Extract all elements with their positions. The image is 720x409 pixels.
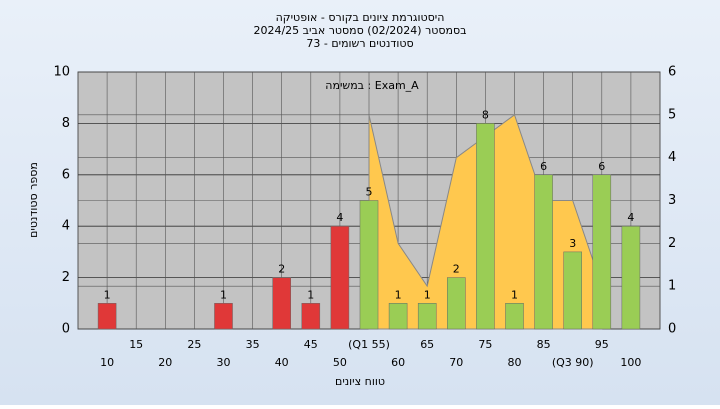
bar [476, 123, 495, 330]
x-tick-label: 95 [595, 338, 609, 351]
value-label: 2 [453, 263, 460, 276]
value-label: 4 [336, 211, 343, 224]
x-tick-label: 65 [420, 338, 434, 351]
x-tick-label: 100 [620, 356, 641, 369]
bar [621, 225, 641, 330]
bar [447, 277, 466, 330]
y2-tick-label: 0 [668, 322, 676, 337]
value-label: 3 [569, 237, 576, 250]
x-axis-label: טווח ציונים [335, 375, 385, 388]
subtitle: בסמסטר (02/2024) סמסטר אביב 2024/25 [253, 24, 466, 37]
x-tick-label: 50 [333, 356, 347, 369]
x-tick-label: 60 [391, 356, 405, 369]
x-tick-label: (Q3 90) [552, 356, 594, 369]
y2-tick-label: 1 [668, 279, 676, 294]
x-tick-label: 70 [449, 356, 463, 369]
x-tick-label: 10 [100, 356, 114, 369]
x-tick-label: 80 [508, 356, 522, 369]
bar [534, 174, 553, 330]
bar [563, 251, 582, 330]
bar [417, 303, 437, 330]
chart-title: היסטוגרמת ציונים בקורס - אופטיקה [276, 11, 445, 24]
value-label: 4 [627, 211, 634, 224]
annotation: במשימה : Exam_A [325, 79, 419, 92]
value-label: 2 [278, 263, 285, 276]
bar [214, 303, 233, 330]
value-label: 1 [307, 288, 314, 301]
x-tick-label: (Q1 55) [348, 338, 390, 351]
value-label: 1 [104, 288, 111, 301]
value-label: 6 [540, 160, 547, 173]
y2-tick-label: 3 [668, 193, 676, 208]
x-tick-label: 25 [187, 338, 201, 351]
y2-tick-label: 4 [668, 150, 676, 165]
x-tick-label: 30 [217, 356, 231, 369]
subtitle: סטודנטים רשומים - 73 [306, 37, 413, 50]
x-tick-label: 15 [129, 338, 143, 351]
value-label: 5 [366, 186, 373, 199]
bar [97, 303, 117, 330]
y2-tick-label: 5 [668, 107, 676, 122]
value-label: 1 [395, 288, 402, 301]
bar [272, 277, 291, 330]
y2-tick-label: 6 [668, 65, 676, 80]
y-tick-label: 10 [53, 65, 70, 80]
y-tick-label: 0 [62, 322, 70, 337]
y-tick-label: 2 [62, 270, 70, 285]
bar [505, 303, 524, 330]
value-label: 8 [482, 108, 489, 121]
bar [330, 225, 350, 330]
y-tick-label: 8 [62, 116, 70, 131]
y2-tick-label: 2 [668, 236, 676, 251]
y-axis-label: מספר סטודנטים [27, 162, 40, 238]
value-label: 1 [511, 288, 518, 301]
bar [592, 174, 612, 330]
value-label: 6 [598, 160, 605, 173]
value-label: 1 [424, 288, 431, 301]
x-tick-label: 75 [478, 338, 492, 351]
y-tick-label: 6 [62, 167, 70, 182]
y-tick-label: 4 [62, 219, 70, 234]
bar [388, 303, 408, 330]
x-tick-label: 45 [304, 338, 318, 351]
x-tick-label: 20 [158, 356, 172, 369]
x-tick-label: 40 [275, 356, 289, 369]
bar [301, 303, 321, 330]
x-tick-label: 85 [537, 338, 551, 351]
bar [359, 200, 379, 330]
x-tick-label: 35 [246, 338, 260, 351]
value-label: 1 [220, 288, 227, 301]
